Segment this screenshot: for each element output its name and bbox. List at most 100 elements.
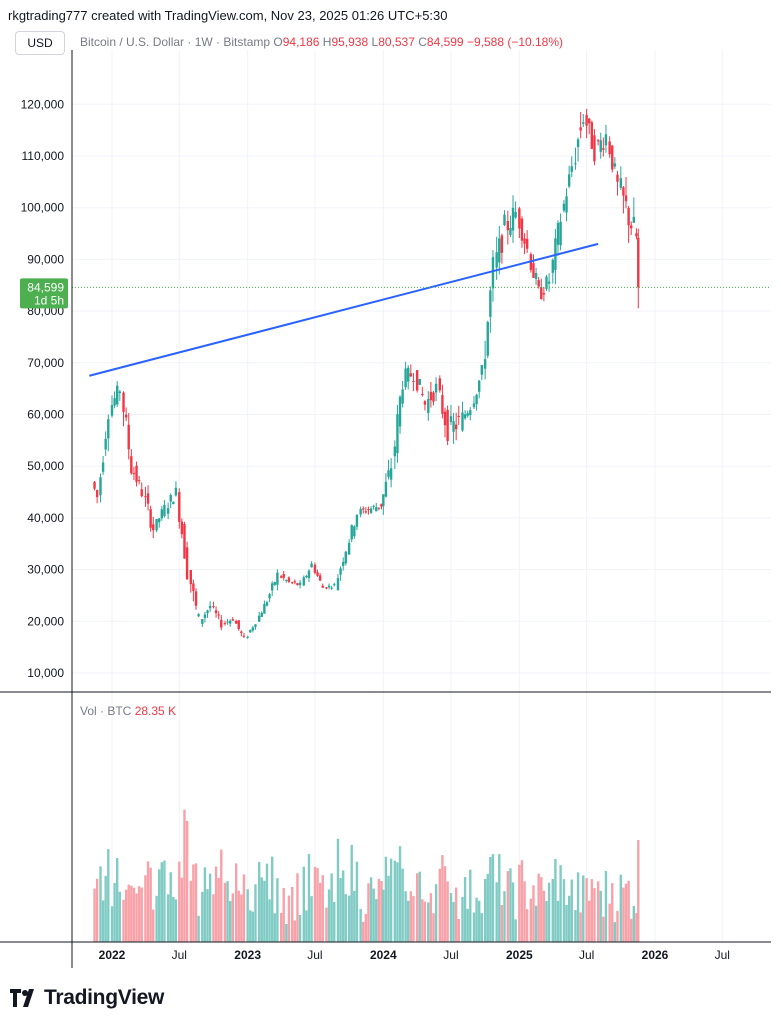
chart-canvas[interactable]: 10,000 20,000 30,000 40,000 50,000 60,000 70,0… [0,0,781,980]
candle-body [415,370,419,391]
y-tick-label: 100,000 [21,201,65,215]
volume-bar [466,908,469,942]
candle-body [364,511,368,513]
volume-bar [152,909,155,942]
candle-body [124,414,128,418]
candle-body [166,508,170,514]
volume-bar [498,854,501,942]
candle-body [500,235,504,253]
volume-bar [613,922,617,942]
low-value: 80,537 [378,35,415,49]
candle-body [226,621,229,623]
candle-body [375,507,378,512]
candle-body [427,399,430,413]
candle-body [520,218,524,241]
candle-body [421,393,424,396]
candle-body [599,140,602,152]
candle-body [197,614,200,617]
candle-body [137,480,141,482]
candle-body [523,238,526,244]
volume-bar [534,905,538,942]
volume-bar [220,849,223,942]
volume-bar [537,873,540,942]
x-tick-label: Jul [443,948,458,962]
candle-body [452,421,455,432]
candle-body [398,396,402,427]
volume-bar [339,878,342,942]
volume-bar [532,885,535,942]
candle-body [457,415,460,417]
volume-bar [438,868,442,942]
candle-body [511,207,515,231]
volume-bar [122,899,125,942]
volume-bar [307,854,311,942]
volume-bar [382,889,385,942]
candle-body [305,575,308,578]
x-tick-label: 2022 [99,948,126,962]
volume-bar [511,882,515,942]
volume-bar [254,884,257,942]
candle-body [369,508,373,513]
volume-bar [251,911,255,942]
volume-value: 28.35 K [134,704,177,718]
volume-bar [529,898,533,942]
volume-bar [201,891,204,942]
volume-bar [556,900,560,942]
volume-bar [434,884,438,942]
candle-body [234,621,238,624]
candle-body [180,521,184,535]
volume-bar [624,883,628,942]
candle-body [622,187,625,196]
volume-bar [469,869,472,942]
candle-body [547,281,551,284]
candle-body [333,584,336,586]
volume-bar [206,889,209,942]
volume-legend: Vol · BTC 28.35 K [80,704,176,718]
volume-bar [509,868,512,942]
volume-bar [387,875,390,942]
volume-bar [540,877,543,942]
volume-bar [268,899,271,942]
candle-body [270,583,274,591]
candle-body [534,273,538,280]
candle-body [228,620,232,624]
y-tick-label: 50,000 [27,459,64,473]
volume-bar [223,882,227,942]
candle-body [240,631,243,634]
candle-body [279,576,283,578]
volume-bar [172,897,175,942]
volume-bar [619,874,623,942]
volume-bar [593,888,596,942]
volume-bar [452,901,455,942]
currency-selector[interactable]: USD [15,31,65,55]
volume-bar [321,875,324,942]
volume-bar [547,882,551,942]
candle-body [518,208,521,229]
candle-body [276,572,279,585]
candle-body [559,221,562,246]
tradingview-brand[interactable]: TradingView [10,986,164,1010]
volume-bar [432,913,435,942]
y-tick-label: 10,000 [27,666,64,680]
candle-body [570,166,573,172]
candle-body [212,606,215,608]
candle-body [367,509,370,511]
trendline [89,242,599,377]
last-price-value: 84,599 [27,280,64,294]
candle-body [223,623,227,625]
volume-bar [579,912,582,942]
volume-bar [237,890,240,942]
volume-bar [506,871,510,942]
candle-body [637,237,640,288]
candle-body [251,627,255,631]
candle-body [423,401,427,405]
volume-bar [565,905,568,942]
volume-bar [364,913,368,942]
candle-body [478,380,481,392]
candle-body [449,416,453,422]
volume-bar [446,881,449,942]
volume-bar [192,864,195,942]
x-tick-label: 2025 [506,948,533,962]
x-tick-label: 2023 [234,948,261,962]
volume-bar [137,886,141,942]
